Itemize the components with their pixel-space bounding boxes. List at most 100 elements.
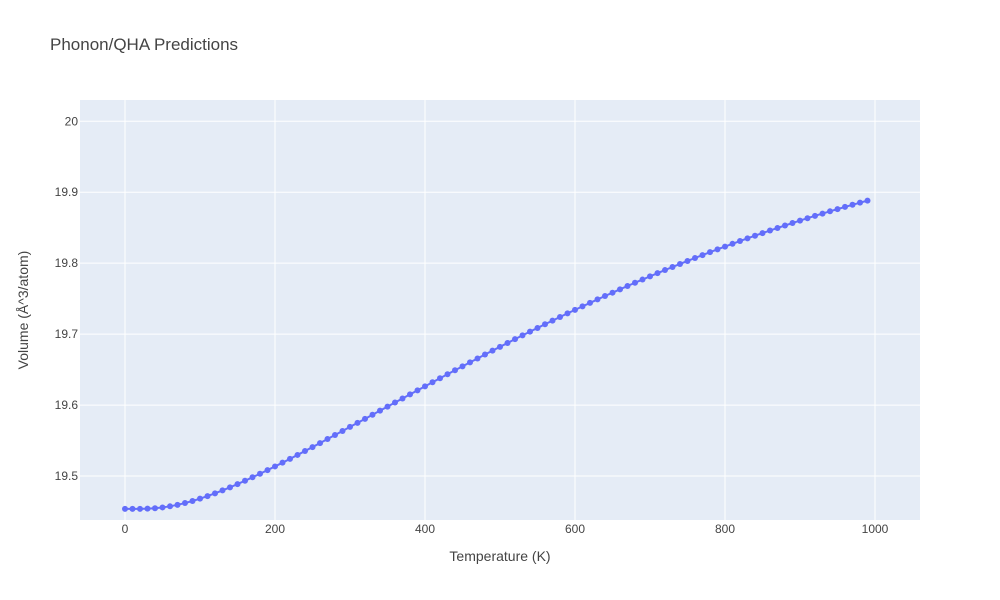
data-point[interactable]	[692, 255, 698, 261]
data-point[interactable]	[474, 355, 481, 362]
data-point[interactable]	[129, 505, 136, 512]
data-point[interactable]	[302, 448, 308, 455]
data-point[interactable]	[257, 470, 263, 477]
data-point[interactable]	[572, 306, 578, 313]
data-point[interactable]	[864, 197, 871, 204]
data-point[interactable]	[369, 411, 376, 418]
data-point[interactable]	[647, 273, 653, 280]
data-point[interactable]	[429, 379, 436, 386]
data-point[interactable]	[804, 215, 811, 222]
data-point[interactable]	[212, 490, 218, 497]
data-point[interactable]	[504, 339, 511, 346]
data-point[interactable]	[834, 206, 841, 213]
data-point[interactable]	[174, 501, 181, 508]
data-point[interactable]	[677, 260, 683, 267]
data-point[interactable]	[332, 432, 338, 439]
data-point[interactable]	[587, 299, 593, 306]
data-point[interactable]	[842, 203, 848, 210]
data-point[interactable]	[189, 497, 196, 504]
data-point[interactable]	[219, 487, 226, 494]
data-point[interactable]	[354, 419, 361, 426]
data-point[interactable]	[512, 336, 518, 343]
data-point[interactable]	[137, 505, 143, 512]
data-point[interactable]	[249, 474, 256, 481]
data-point[interactable]	[279, 459, 286, 466]
data-point[interactable]	[414, 387, 421, 394]
data-point[interactable]	[624, 283, 631, 290]
data-point[interactable]	[489, 347, 496, 354]
data-point[interactable]	[384, 403, 391, 410]
data-point[interactable]	[482, 351, 488, 358]
data-point[interactable]	[152, 505, 158, 512]
data-point[interactable]	[362, 415, 368, 422]
data-point[interactable]	[459, 363, 466, 370]
data-point[interactable]	[789, 220, 796, 227]
data-point[interactable]	[549, 317, 556, 324]
data-point[interactable]	[467, 359, 473, 366]
data-point[interactable]	[317, 440, 323, 447]
data-point[interactable]	[714, 246, 721, 253]
data-point[interactable]	[437, 375, 443, 382]
data-point[interactable]	[204, 493, 211, 500]
data-point[interactable]	[699, 252, 706, 259]
data-point[interactable]	[182, 500, 188, 507]
data-point[interactable]	[684, 257, 691, 264]
data-point[interactable]	[422, 383, 428, 390]
data-point[interactable]	[287, 455, 293, 462]
data-point[interactable]	[827, 208, 833, 215]
data-point[interactable]	[662, 267, 668, 274]
data-point[interactable]	[594, 296, 601, 303]
data-point[interactable]	[444, 371, 451, 378]
data-point[interactable]	[744, 235, 751, 242]
data-point[interactable]	[497, 343, 503, 350]
data-point[interactable]	[242, 477, 248, 484]
data-point[interactable]	[519, 332, 526, 339]
data-point[interactable]	[774, 224, 781, 231]
data-point[interactable]	[339, 427, 346, 434]
data-point[interactable]	[752, 232, 758, 239]
data-point[interactable]	[122, 505, 128, 512]
data-point[interactable]	[557, 314, 563, 321]
data-point[interactable]	[797, 217, 803, 224]
data-point[interactable]	[294, 451, 301, 458]
data-point[interactable]	[654, 270, 661, 277]
data-point[interactable]	[722, 243, 728, 250]
data-point[interactable]	[609, 289, 616, 296]
data-point[interactable]	[632, 279, 638, 286]
data-point[interactable]	[849, 201, 856, 208]
data-point[interactable]	[729, 240, 736, 247]
data-point[interactable]	[197, 495, 203, 502]
data-point[interactable]	[767, 227, 773, 234]
data-point[interactable]	[234, 481, 241, 488]
data-point[interactable]	[602, 293, 608, 300]
data-point[interactable]	[227, 484, 233, 491]
data-point[interactable]	[392, 399, 398, 406]
data-point[interactable]	[377, 407, 383, 414]
data-point[interactable]	[407, 391, 413, 398]
data-point[interactable]	[452, 367, 458, 374]
data-point[interactable]	[857, 199, 863, 206]
data-point[interactable]	[759, 230, 766, 237]
data-point[interactable]	[144, 505, 151, 512]
data-point[interactable]	[617, 286, 623, 293]
data-point[interactable]	[542, 321, 548, 328]
data-point[interactable]	[264, 467, 271, 474]
data-point[interactable]	[347, 423, 353, 430]
data-point[interactable]	[399, 395, 406, 402]
data-point[interactable]	[579, 303, 586, 310]
data-point[interactable]	[309, 444, 316, 451]
data-point[interactable]	[324, 436, 331, 443]
data-point[interactable]	[167, 503, 173, 510]
data-point[interactable]	[534, 324, 541, 331]
data-point[interactable]	[707, 249, 713, 256]
data-point[interactable]	[527, 328, 533, 335]
data-point[interactable]	[782, 222, 788, 229]
data-point[interactable]	[819, 210, 826, 217]
data-point[interactable]	[564, 310, 571, 317]
data-point[interactable]	[812, 212, 818, 219]
data-point[interactable]	[737, 238, 743, 245]
data-point[interactable]	[272, 463, 278, 470]
data-point[interactable]	[159, 504, 166, 511]
data-point[interactable]	[669, 264, 676, 271]
data-point[interactable]	[639, 276, 646, 283]
